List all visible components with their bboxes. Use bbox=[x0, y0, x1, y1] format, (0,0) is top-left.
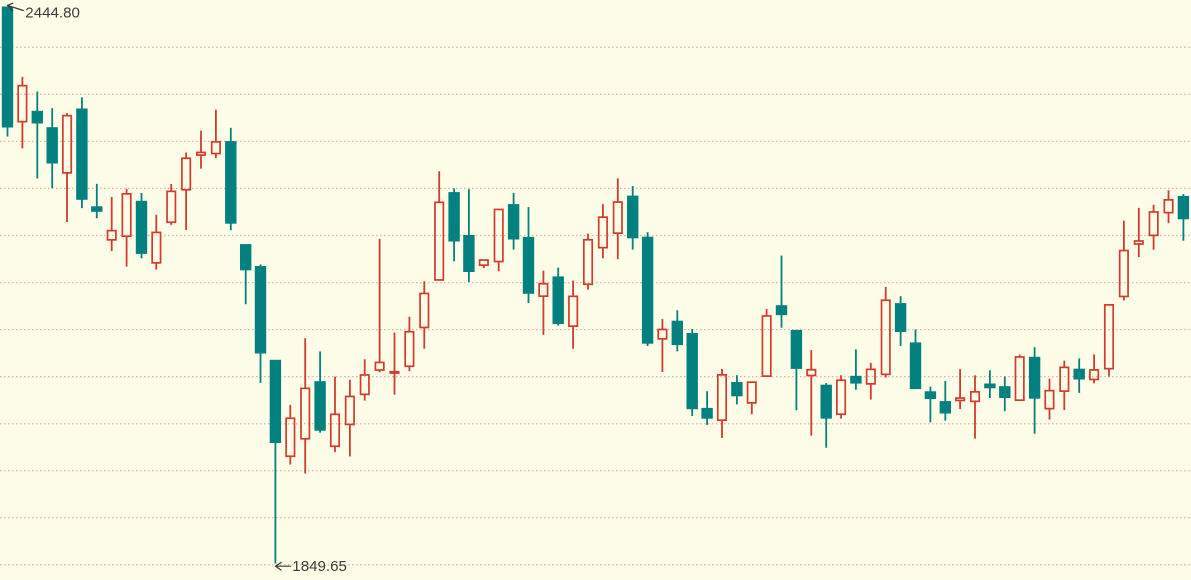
svg-text:2444.80: 2444.80 bbox=[25, 4, 80, 21]
svg-text:1849.65: 1849.65 bbox=[292, 558, 347, 575]
